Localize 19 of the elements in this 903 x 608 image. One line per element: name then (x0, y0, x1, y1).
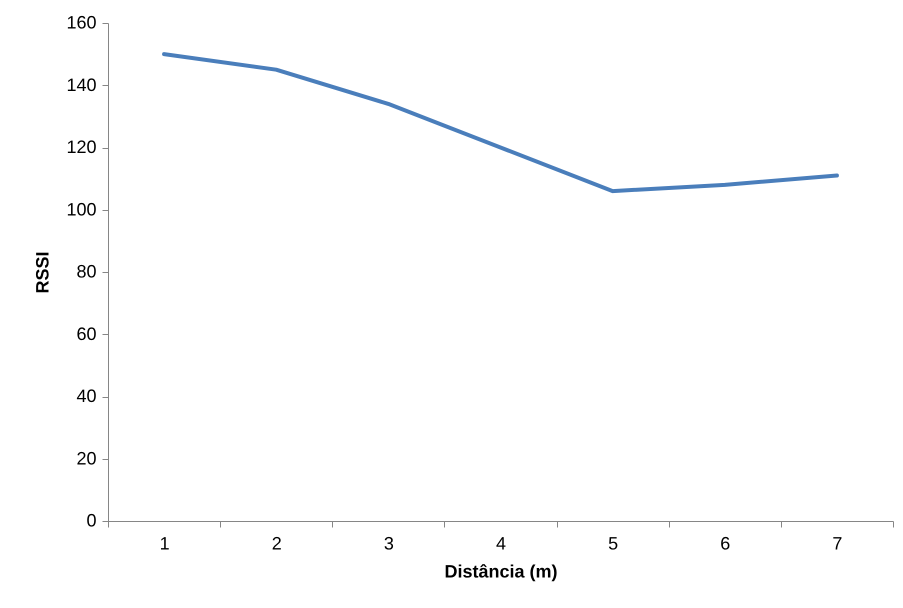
x-tick-label: 5 (608, 534, 618, 554)
x-tick-label: 3 (384, 534, 394, 554)
x-axis-title: Distância (m) (444, 562, 558, 582)
y-tick-label: 140 (66, 74, 96, 95)
x-tick-label: 7 (832, 534, 842, 554)
x-tick-label: 4 (496, 534, 506, 554)
y-axis-title: RSSI (32, 251, 52, 294)
y-tick-label: 120 (66, 137, 96, 157)
line-series (162, 52, 839, 194)
x-tick-label: 2 (272, 534, 282, 554)
y-tick-label: 160 (66, 12, 96, 32)
y-tick-label: 100 (66, 199, 96, 220)
x-tick-label: 6 (720, 534, 730, 554)
y-tick-label: 20 (76, 448, 96, 468)
y-tick-label: 80 (76, 262, 96, 282)
y-tick-label: 40 (76, 386, 96, 406)
y-tick-label: 60 (76, 324, 96, 344)
x-tick-label: 1 (160, 534, 170, 554)
y-tick-label: 0 (86, 510, 96, 530)
